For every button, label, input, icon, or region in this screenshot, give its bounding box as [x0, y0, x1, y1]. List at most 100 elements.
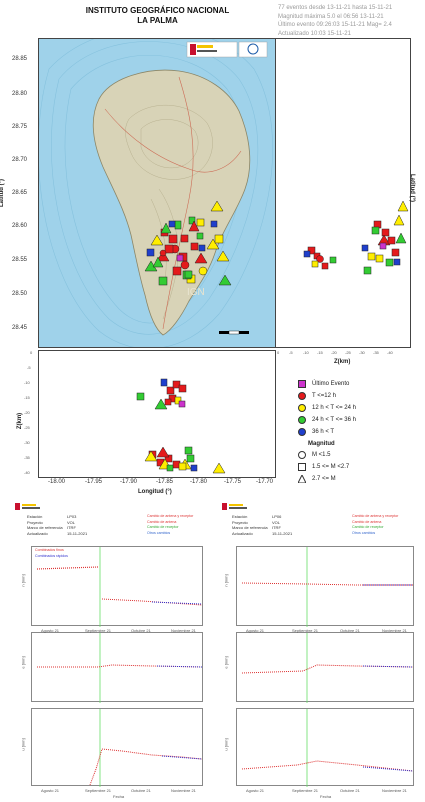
z-tick-left: -40 [24, 470, 30, 475]
bathymetry-contours [39, 39, 273, 347]
station-meta: Estación Proyecto Marco de referencia Ac… [27, 514, 63, 536]
legend-label: 2.7 <= M [312, 476, 336, 482]
east-ylabel: e [mm] [223, 656, 229, 669]
north-subplot [236, 546, 414, 627]
z-tick: -30 [359, 350, 365, 355]
z-tick: -40 [387, 350, 393, 355]
event-legend: Último Evento T <=12 h 12 h < T <= 24 h … [298, 380, 356, 483]
legend-t36: 24 h < T <= 36 h [298, 416, 356, 424]
z-axis-label-right: Z(km) [334, 359, 351, 365]
up-ylabel: u [mm] [223, 738, 229, 751]
legend-t12: T <=12 h [298, 392, 356, 400]
updated-label: Actualizado [27, 530, 48, 536]
change-antenna: Cambio de antena [352, 519, 382, 524]
change-receiver: Cambio de receptor [352, 525, 384, 530]
scale-bar [219, 330, 249, 335]
station-meta-values: LP03 VOL ITRF 15-11-2021 [67, 514, 87, 536]
month-tick: Agosto 21 [41, 628, 60, 633]
up-subplot [236, 708, 414, 787]
project-value: VOL [272, 519, 281, 525]
lat-tick: 28.60 [12, 223, 28, 229]
ref-label: Marco de referencia [27, 525, 63, 531]
gnss-panel-lp06: Estación Proyecto Marco de referencia Ac… [214, 500, 420, 800]
z-tick-left: -30 [24, 440, 30, 445]
ign-watermark: IGN [187, 287, 205, 298]
magnitude-title: Magnitud [308, 441, 335, 447]
station-meta-values: LP06 VOL ITRF 15-11-2021 [272, 514, 292, 536]
updated-value: 15-11-2021 [272, 530, 293, 536]
depth-lat-events [303, 200, 409, 275]
month-tick: Septiembre 21 [85, 788, 112, 793]
updated-value: 15-11-2021 [67, 530, 88, 536]
longitude-label: Longitud (°) [138, 489, 172, 495]
date-axis-label: Fecha [320, 794, 332, 799]
change-other: Otros cambios [147, 530, 171, 535]
change-legend: Cambio de antena y receptor Cambio de an… [352, 514, 398, 536]
ref-value: ITRF [272, 525, 281, 531]
legend-label: 36 h < T [312, 429, 335, 435]
series-legend: Combinados finos Combinados rápidos [35, 548, 68, 559]
project-label: Proyecto [232, 519, 248, 525]
legend-older: 36 h < T [298, 428, 356, 436]
depth-lon-events [136, 378, 226, 474]
legend-t24: 12 h < T <= 24 h [298, 404, 356, 412]
z-tick-left: -35 [24, 455, 30, 460]
legend-label: 24 h < T <= 36 h [312, 417, 356, 423]
roads [104, 76, 242, 330]
north-ylabel: n [mm] [223, 574, 229, 587]
z-tick-left: 0 [30, 350, 33, 355]
month-tick: Septiembre 21 [292, 788, 319, 793]
z-tick: -20 [331, 350, 337, 355]
station-meta: Estación Proyecto Marco de referencia Ac… [232, 514, 268, 536]
z-tick-left: -20 [24, 410, 30, 415]
change-antenna-receiver: Cambio de antena y receptor [147, 514, 194, 518]
square-icon [298, 380, 306, 388]
depth-latitude-panel [275, 38, 411, 348]
lon-tick: -17.70 [256, 479, 274, 485]
lon-tick: -18.00 [48, 479, 66, 485]
lon-tick: -17.85 [156, 479, 174, 485]
project-label: Proyecto [27, 519, 43, 525]
ministry-logo [222, 502, 262, 511]
z-tick-left: -15 [24, 395, 30, 400]
east-ylabel: e [mm] [20, 656, 26, 669]
month-tick: Agosto 21 [41, 788, 60, 793]
circle-icon [298, 416, 306, 424]
up-plot [241, 709, 414, 787]
month-tick: Septiembre 21 [85, 628, 112, 633]
legend-label: T <=12 h [312, 393, 336, 399]
month-tick: Agosto 21 [246, 788, 265, 793]
legend-label: M <1.5 [312, 452, 331, 458]
epicenter-map: IGN [38, 38, 276, 348]
month-tick: Octubre 21 [340, 788, 360, 793]
station-label: Estación [27, 514, 43, 519]
updated-label: Actualizado [232, 530, 253, 536]
institution-logos [186, 41, 268, 58]
ref-label: Marco de referencia [232, 525, 268, 531]
lat-tick: 28.55 [12, 257, 28, 263]
ref-value: ITRF [67, 525, 76, 531]
lat-tick: 28.50 [12, 291, 28, 297]
month-tick: Octubre 21 [131, 788, 151, 793]
date-axis-label: Fecha [113, 794, 125, 799]
z-tick-left: -25 [24, 425, 30, 430]
up-subplot [31, 708, 203, 787]
circle-icon [298, 404, 306, 412]
lon-tick: -17.75 [224, 479, 242, 485]
z-tick: -15 [317, 350, 323, 355]
lat-tick: 28.85 [12, 56, 28, 62]
north-ylabel: n [mm] [20, 574, 26, 587]
station-label: Estación [232, 514, 248, 519]
circle-outline-icon [298, 451, 306, 459]
change-other: Otros cambios [352, 530, 376, 535]
island-land [92, 69, 251, 336]
latitude-label-right: Latitud (°) [409, 173, 416, 203]
lat-tick: 28.75 [12, 124, 28, 130]
station-value: LP03 [67, 514, 77, 519]
north-plot [241, 547, 413, 627]
month-tick: Agosto 21 [246, 628, 265, 633]
series-fine: Combinados finos [35, 548, 64, 552]
z-tick: 0 [277, 350, 280, 355]
square-outline-icon [298, 463, 306, 471]
change-antenna-receiver: Cambio de antena y receptor [352, 514, 399, 518]
